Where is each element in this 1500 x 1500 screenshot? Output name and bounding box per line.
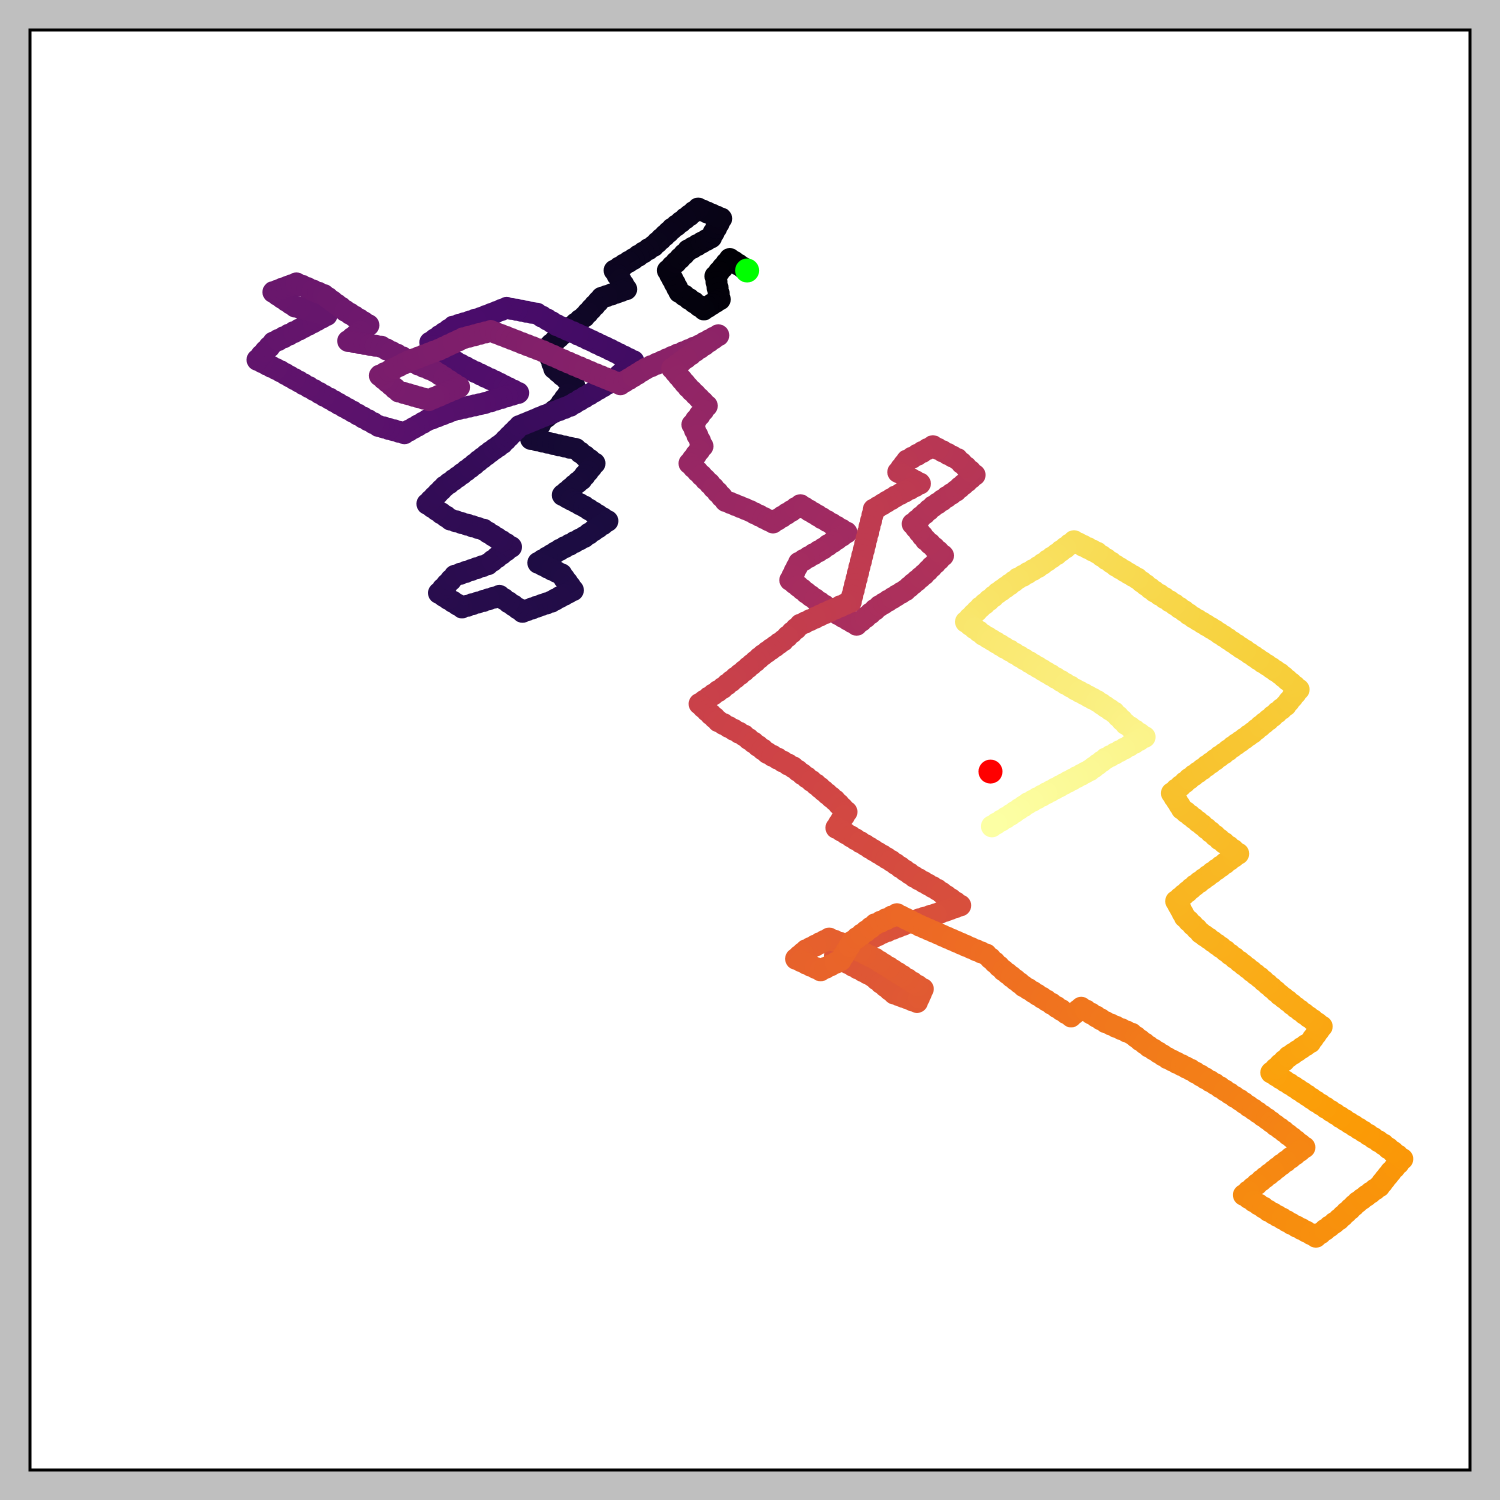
points-layer — [246, 197, 1414, 1248]
markers-layer — [735, 258, 1003, 784]
end-marker — [978, 759, 1003, 784]
walk-point — [980, 815, 1003, 838]
axes-frame — [28, 28, 1472, 1472]
start-marker — [735, 258, 760, 283]
